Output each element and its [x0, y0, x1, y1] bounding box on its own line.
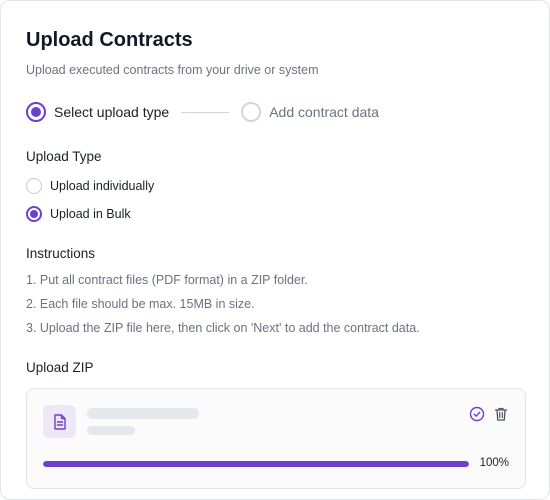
- upload-progress-fill: [43, 461, 469, 467]
- radio-label: Upload in Bulk: [50, 207, 131, 221]
- trash-icon[interactable]: [492, 405, 510, 423]
- step-inactive-indicator: [241, 102, 262, 122]
- radio-button[interactable]: [26, 178, 42, 194]
- file-size-placeholder: [87, 426, 135, 435]
- page-subtitle: Upload executed contracts from your driv…: [26, 63, 319, 77]
- stepper: Select upload type Add contract data: [26, 101, 379, 123]
- step-active-indicator: [26, 102, 46, 122]
- instructions-heading: Instructions: [26, 246, 96, 261]
- upload-zip-heading: Upload ZIP: [26, 360, 94, 375]
- radio-upload-in-bulk[interactable]: Upload in Bulk: [26, 206, 131, 222]
- step-add-contract-data[interactable]: Add contract data: [241, 102, 379, 122]
- radio-button[interactable]: [26, 206, 42, 222]
- step-select-upload-type[interactable]: Select upload type: [26, 102, 169, 122]
- instruction-item: 1. Put all contract files (PDF format) i…: [26, 273, 308, 287]
- step-label: Add contract data: [269, 104, 379, 120]
- document-icon: [43, 405, 76, 438]
- instruction-item: 3. Upload the ZIP file here, then click …: [26, 321, 420, 335]
- page-title: Upload Contracts: [26, 29, 193, 51]
- upload-file-card: 100%: [26, 388, 526, 489]
- radio-upload-individually[interactable]: Upload individually: [26, 178, 154, 194]
- check-circle-icon[interactable]: [468, 405, 486, 423]
- instruction-item: 2. Each file should be max. 15MB in size…: [26, 297, 255, 311]
- step-label: Select upload type: [54, 104, 170, 120]
- step-connector: [181, 111, 230, 113]
- file-name-placeholder: [87, 408, 199, 419]
- upload-progress-percent: 100%: [479, 457, 509, 469]
- radio-label: Upload individually: [50, 179, 155, 193]
- upload-progress-bar: [43, 461, 469, 467]
- upload-type-heading: Upload Type: [26, 149, 102, 164]
